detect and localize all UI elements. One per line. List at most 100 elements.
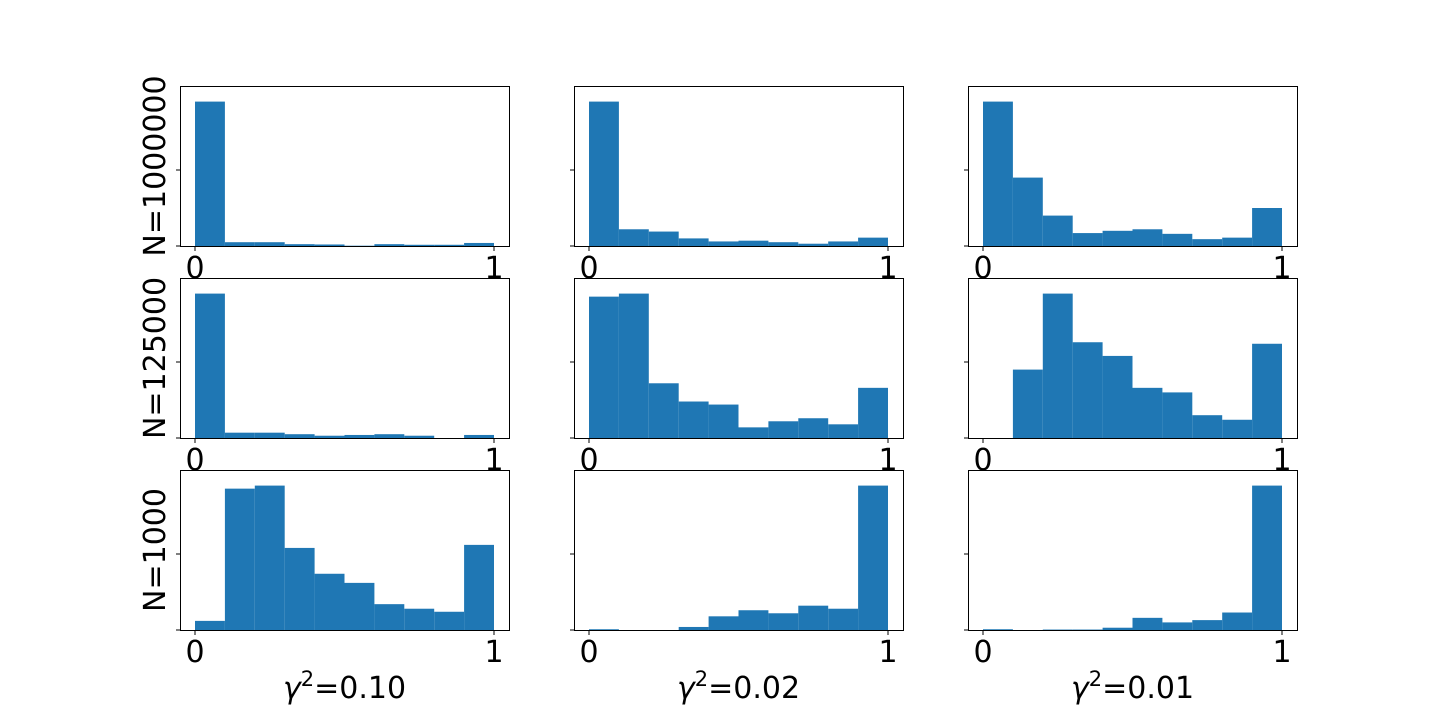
x-tick-label-r0c2-1: 1 [1272, 251, 1291, 286]
column-label-1: γ2=0.02 [677, 667, 800, 706]
bar-r2c0-b2 [254, 485, 285, 630]
x-tick-label-r2c2-0: 0 [973, 635, 992, 670]
bar-r1c1-b7 [798, 418, 829, 438]
bar-r2c1-b6 [768, 613, 799, 630]
bar-r1c0-b7 [404, 435, 435, 438]
panel-frame-r1c1 [574, 278, 904, 439]
bar-r0c2-b2 [1042, 215, 1073, 246]
x-tick-label-r1c2-1: 1 [1272, 443, 1291, 478]
bar-r1c1-b3 [678, 401, 709, 438]
x-tick-label-r2c0-1: 1 [484, 635, 503, 670]
bar-r2c2-b8 [1222, 612, 1253, 630]
x-tick-label-r0c0-1: 1 [484, 251, 503, 286]
panel-frame-r2c0 [180, 470, 510, 631]
bar-r1c2-b9 [1252, 343, 1282, 438]
bar-r1c1-b0 [589, 296, 619, 438]
x-tick-label-r2c1-0: 0 [579, 635, 598, 670]
panel-frame-r0c0 [180, 86, 510, 247]
x-tick-label-r2c1-1: 1 [878, 635, 897, 670]
x-tick-label-r1c1-0: 0 [579, 443, 598, 478]
bar-r1c1-b2 [648, 383, 679, 438]
panel-frame-r2c2 [968, 470, 1298, 631]
panel-frame-r0c1 [574, 86, 904, 247]
bar-r2c2-b7 [1192, 620, 1223, 630]
row-label-1: N=125000 [138, 277, 173, 439]
row-label-2: N=1000 [138, 488, 173, 612]
bar-r1c2-b3 [1072, 342, 1103, 438]
bar-r0c1-b2 [648, 231, 679, 246]
x-tick-label-r2c2-1: 1 [1272, 635, 1291, 670]
bar-r0c2-b9 [1252, 208, 1282, 246]
bar-r0c2-b7 [1192, 239, 1223, 246]
x-tick-label-r0c2-0: 0 [973, 251, 992, 286]
bar-r0c2-b4 [1102, 230, 1133, 246]
bar-r0c1-b7 [798, 243, 829, 246]
bar-r1c1-b8 [828, 424, 859, 438]
x-tick-label-r1c0-1: 1 [484, 443, 503, 478]
bar-r1c0-b5 [344, 434, 375, 438]
panel-frame-r0c2 [968, 86, 1298, 247]
panel-frame-r1c2 [968, 278, 1298, 439]
x-tick-label-r0c1-1: 1 [878, 251, 897, 286]
bar-r1c1-b9 [858, 387, 888, 438]
bar-r0c0-b6 [374, 244, 405, 246]
bar-r2c0-b5 [344, 582, 375, 630]
bar-r2c0-b1 [224, 488, 255, 630]
bar-r1c2-b1 [1012, 369, 1043, 438]
bar-r1c2-b6 [1162, 392, 1193, 438]
bar-r0c0-b7 [404, 244, 435, 246]
x-tick-label-r1c0-0: 0 [185, 443, 204, 478]
x-tick-label-r0c1-0: 0 [579, 251, 598, 286]
bar-r2c2-b0 [983, 629, 1013, 630]
bar-r1c2-b7 [1192, 415, 1223, 438]
bar-r2c1-b4 [708, 616, 739, 630]
bar-r0c1-b6 [768, 242, 799, 246]
bar-r0c2-b6 [1162, 233, 1193, 246]
column-label-2: γ2=0.01 [1071, 667, 1194, 706]
bar-r1c0-b4 [314, 435, 345, 438]
bar-r2c2-b9 [1252, 485, 1282, 630]
bar-r0c1-b1 [618, 229, 649, 246]
bar-r1c2-b2 [1042, 293, 1073, 438]
x-tick-label-r0c0-0: 0 [185, 251, 204, 286]
bar-r0c0-b1 [224, 242, 255, 246]
bar-r0c0-b9 [464, 242, 494, 246]
bar-r0c1-b4 [708, 241, 739, 246]
bar-r0c1-b8 [828, 241, 859, 246]
bar-r0c1-b9 [858, 237, 888, 246]
bar-r2c0-b3 [284, 547, 315, 630]
bar-r1c1-b6 [768, 421, 799, 438]
bar-r1c0-b9 [464, 434, 494, 438]
bar-r1c2-b5 [1132, 387, 1163, 438]
bar-r1c2-b4 [1102, 355, 1133, 438]
bar-r0c2-b5 [1132, 229, 1163, 246]
bar-r2c0-b4 [314, 573, 345, 630]
bar-r1c0-b1 [224, 432, 255, 438]
bar-r1c1-b1 [618, 293, 649, 438]
bar-r1c0-b0 [195, 293, 225, 438]
bar-r1c0-b3 [284, 434, 315, 438]
bar-r2c1-b3 [678, 626, 709, 630]
bar-r2c1-b5 [738, 610, 769, 630]
bar-r0c1-b0 [589, 101, 619, 246]
bar-r0c0-b4 [314, 244, 345, 246]
bar-r2c2-b5 [1132, 617, 1163, 630]
bar-r1c1-b4 [708, 404, 739, 438]
bar-r2c0-b8 [434, 611, 465, 630]
bar-r2c1-b7 [798, 605, 829, 630]
bar-r2c1-b8 [828, 608, 859, 630]
bar-r2c2-b6 [1162, 622, 1193, 630]
bar-r2c2-b4 [1102, 627, 1133, 630]
bar-r0c2-b0 [983, 101, 1013, 246]
bar-r2c0-b7 [404, 608, 435, 630]
bar-r0c2-b8 [1222, 237, 1253, 246]
bar-r2c0-b9 [464, 544, 494, 630]
bar-r1c1-b5 [738, 427, 769, 438]
bar-r1c0-b6 [374, 434, 405, 438]
bar-r0c2-b3 [1072, 233, 1103, 246]
bar-r1c2-b8 [1222, 419, 1253, 438]
panel-frame-r2c1 [574, 470, 904, 631]
column-label-0: γ2=0.10 [283, 667, 406, 706]
bar-r1c0-b2 [254, 432, 285, 438]
